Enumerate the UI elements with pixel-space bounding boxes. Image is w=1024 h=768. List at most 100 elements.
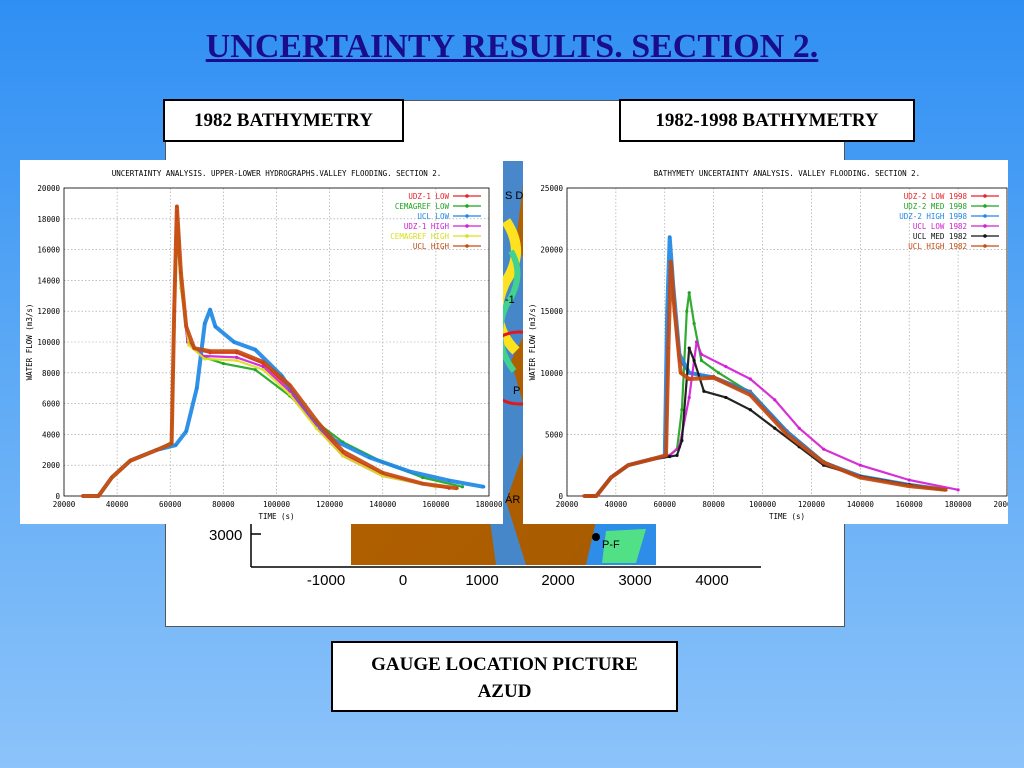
data-point	[208, 349, 212, 353]
data-point	[184, 325, 188, 329]
data-point	[261, 360, 265, 364]
data-point	[699, 352, 704, 356]
data-point	[773, 426, 777, 430]
data-point	[232, 340, 236, 344]
plot-panel-1982-1998: BATHYMETY UNCERTAINTY ANALYSIS. VALLEY F…	[523, 160, 1021, 524]
data-point	[944, 488, 948, 492]
y-tick-label: 10000	[37, 338, 60, 347]
data-point	[785, 432, 789, 436]
legend-label: CEMAGREF HIGH	[390, 232, 449, 241]
x-axis-label: TIME (s)	[769, 512, 805, 521]
y-tick-label: 8000	[42, 369, 61, 378]
legend-marker	[465, 194, 469, 198]
map-x-tick-label: 0	[399, 572, 407, 589]
data-point	[582, 494, 586, 498]
data-point	[666, 346, 671, 350]
x-tick-label: 140000	[847, 500, 875, 509]
x-tick-label: 40000	[605, 500, 628, 509]
slide-title: UNCERTAINTY RESULTS. SECTION 2.	[205, 28, 819, 65]
data-point	[192, 346, 196, 350]
legend-label: UCL HIGH	[413, 242, 450, 251]
y-tick-label: 20000	[37, 184, 60, 193]
data-point	[341, 449, 345, 453]
data-point	[288, 392, 292, 396]
data-point	[482, 485, 486, 489]
x-tick-label: 160000	[422, 500, 450, 509]
x-tick-label: 160000	[896, 500, 924, 509]
data-point	[748, 393, 752, 397]
data-point	[341, 454, 345, 458]
y-tick-label: 4000	[42, 430, 61, 439]
data-point	[680, 438, 684, 443]
gauge-location-label: GAUGE LOCATION PICTURE AZUD	[331, 641, 678, 712]
data-point	[460, 485, 465, 489]
y-tick-label: 20000	[540, 246, 563, 255]
y-tick-label: 0	[558, 492, 563, 501]
legend-marker	[465, 224, 469, 228]
legend-marker	[983, 224, 987, 228]
series-line	[584, 235, 947, 498]
x-tick-label: 100000	[749, 500, 777, 509]
data-point	[235, 349, 239, 353]
x-tick-label: 60000	[159, 500, 182, 509]
data-point	[672, 309, 677, 313]
x-tick-label: 80000	[212, 500, 235, 509]
x-tick-label: 20000	[53, 500, 76, 509]
y-tick-label: 5000	[545, 430, 564, 439]
legend-marker	[465, 204, 469, 208]
data-point	[128, 458, 133, 463]
data-point	[712, 376, 716, 380]
data-point	[80, 494, 85, 498]
map-fragment-label: -1	[505, 294, 515, 306]
legend-label: UCL HIGH 1982	[908, 242, 967, 251]
legend-marker	[983, 194, 987, 198]
data-point	[716, 371, 721, 375]
data-point	[822, 461, 826, 465]
data-point	[669, 260, 673, 264]
data-point	[687, 291, 691, 295]
data-point	[203, 321, 207, 326]
y-tick-label: 10000	[540, 369, 563, 378]
data-point	[420, 482, 425, 486]
series-line	[82, 307, 485, 498]
legend-label: UDZ-1 HIGH	[404, 222, 450, 231]
data-point	[175, 204, 179, 209]
chart-title: BATHYMETY UNCERTAINTY ANALYSIS. VALLEY F…	[654, 169, 920, 178]
data-point	[692, 358, 696, 363]
data-point	[155, 448, 159, 452]
data-point	[858, 475, 862, 480]
y-tick-label: 6000	[42, 400, 61, 409]
y-tick-label: 16000	[37, 246, 60, 255]
data-point	[675, 453, 679, 457]
x-tick-label: 120000	[316, 500, 344, 509]
x-tick-label: 80000	[702, 500, 725, 509]
data-point	[367, 455, 372, 460]
data-point	[694, 340, 699, 344]
data-point	[184, 429, 188, 433]
x-tick-label: 120000	[798, 500, 826, 509]
data-point	[288, 383, 292, 387]
gauge-point	[592, 533, 600, 541]
bathymetry-label-1982: 1982 BATHYMETRY	[163, 99, 404, 142]
data-point	[169, 442, 174, 446]
map-fragment-label: P	[513, 385, 520, 397]
map-x-tick-label: 2000	[541, 572, 574, 589]
data-point	[195, 386, 199, 390]
legend-marker	[983, 234, 987, 238]
data-point	[173, 443, 178, 447]
y-tick-label: 15000	[540, 307, 563, 316]
chart-title: UNCERTAINTY ANALYSIS. UPPER-LOWER HYDROG…	[112, 169, 442, 178]
data-point	[594, 494, 598, 498]
data-point	[687, 395, 691, 400]
bathymetry-label-1982-1998: 1982-1998 BATHYMETRY	[619, 99, 915, 142]
y-axis-label: WATER FLOW (m3/s)	[528, 304, 537, 381]
data-point	[956, 488, 960, 492]
legend-marker	[983, 214, 987, 218]
map-x-ticks: -1000 0 1000 2000 3000 4000	[307, 572, 729, 589]
data-point	[748, 408, 752, 412]
data-point	[907, 484, 911, 488]
gauge-location-label-line1: GAUGE LOCATION PICTURE	[371, 654, 638, 675]
hydrograph-chart-1982-1998: BATHYMETY UNCERTAINTY ANALYSIS. VALLEY F…	[528, 169, 1021, 521]
map-x-tick-label: 4000	[695, 572, 728, 589]
data-point	[907, 478, 911, 482]
